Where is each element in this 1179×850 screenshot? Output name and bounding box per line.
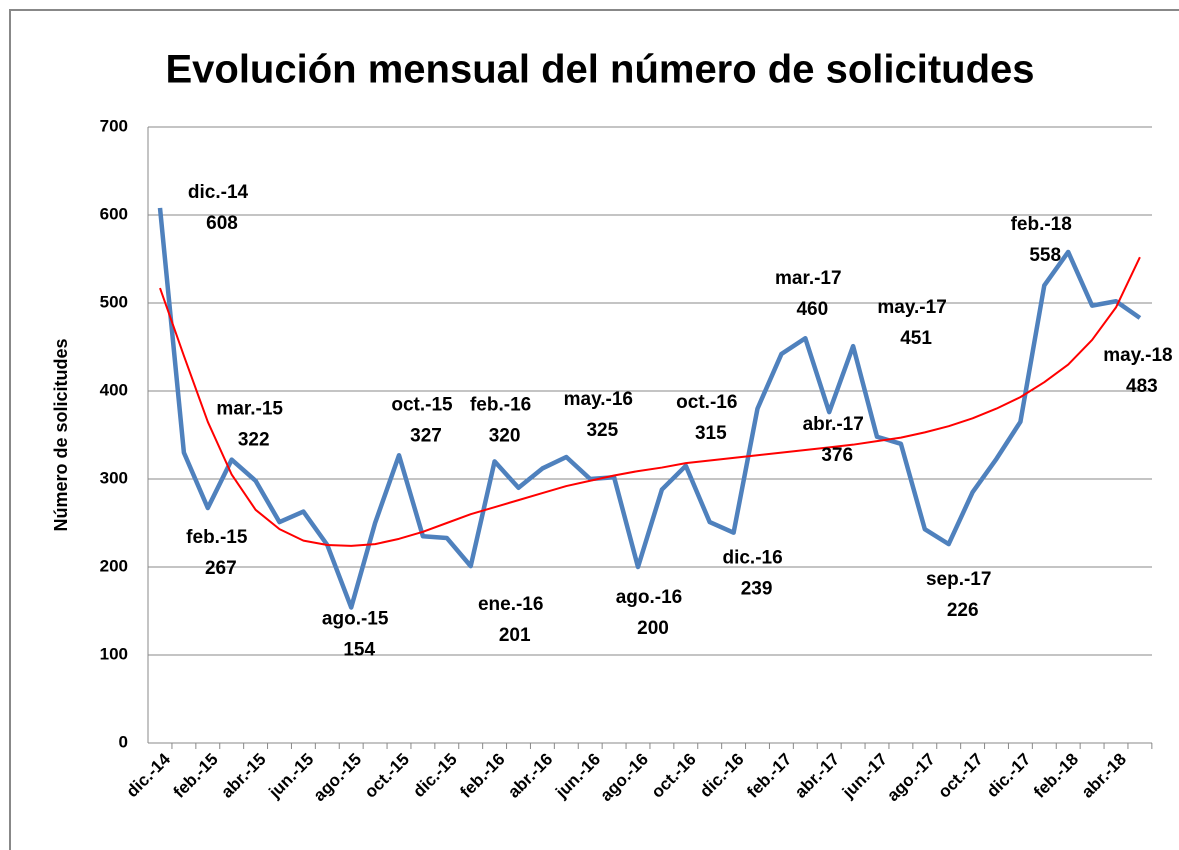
data-label: 558 [1029, 245, 1061, 266]
data-label: 201 [499, 625, 531, 646]
annotation-label: oct.-15 [391, 394, 453, 415]
chart-title: Evolución mensual del número de solicitu… [165, 48, 1034, 92]
chart-frame [9, 9, 1179, 850]
annotation-label: may.-18 [1103, 345, 1172, 366]
y-tick-label: 100 [100, 644, 128, 663]
data-label: 154 [343, 639, 375, 660]
annotation-label: feb.-15 [186, 527, 248, 548]
annotation-label: may.-17 [877, 297, 946, 318]
data-label: 320 [489, 425, 521, 446]
y-axis-label: Número de solicitudes [51, 338, 71, 531]
annotation-label: dic.-16 [722, 548, 782, 569]
y-tick-label: 200 [100, 556, 128, 575]
data-label: 322 [238, 430, 270, 451]
y-tick-label: 500 [100, 292, 128, 311]
annotation-label: ago.-16 [616, 587, 683, 608]
data-label: 200 [637, 618, 669, 639]
y-tick-label: 0 [119, 732, 128, 751]
data-label: 460 [796, 299, 828, 320]
data-line [157, 207, 1142, 610]
annotation-label: mar.-15 [216, 399, 283, 420]
data-label: 608 [206, 213, 238, 234]
annotation-label: may.-16 [564, 389, 633, 410]
y-tick-label: 600 [100, 204, 128, 223]
annotation-label: dic.-14 [188, 182, 249, 203]
trend-line [159, 256, 1141, 547]
annotation-label: abr.-17 [803, 414, 864, 435]
annotation-label: mar.-17 [775, 268, 842, 289]
data-label: 451 [900, 328, 932, 349]
data-label: 327 [410, 425, 442, 446]
annotation-label: ago.-15 [322, 608, 389, 629]
data-label: 325 [586, 420, 618, 441]
annotation-label: oct.-16 [676, 392, 737, 413]
y-tick-label: 300 [100, 468, 128, 487]
annotation-label: sep.-17 [926, 569, 991, 590]
y-tick-label: 700 [100, 116, 128, 135]
annotation-label: feb.-18 [1011, 214, 1072, 235]
data-label: 376 [821, 445, 853, 466]
data-label: 267 [205, 558, 237, 579]
data-label: 315 [695, 423, 727, 444]
annotation-label: feb.-16 [470, 394, 531, 415]
y-tick-label: 400 [100, 380, 128, 399]
annotation-label: ene.-16 [478, 594, 543, 615]
data-label: 226 [947, 600, 979, 621]
data-label: 483 [1126, 376, 1158, 397]
data-label: 239 [741, 579, 773, 600]
